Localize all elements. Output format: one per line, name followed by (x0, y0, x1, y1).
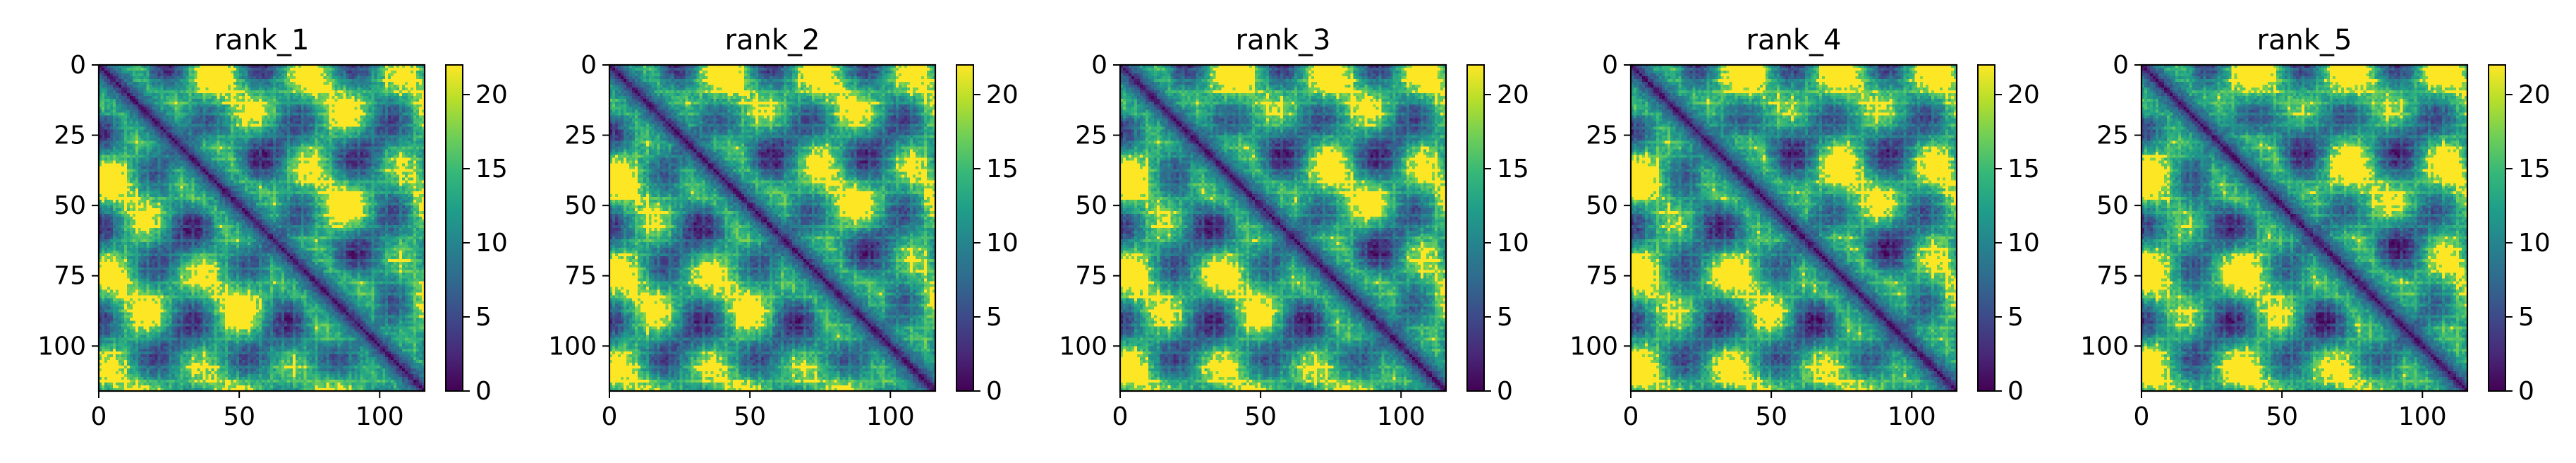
colorbar-frame (956, 64, 974, 392)
y-tick-label: 100 (548, 332, 597, 361)
y-tick-label: 100 (37, 332, 86, 361)
colorbar-frame (445, 64, 463, 392)
heatmap-image (2141, 65, 2467, 391)
colorbar (1467, 65, 1484, 391)
colorbar-frame (1466, 64, 1485, 392)
colorbar-tick-label: 0 (2518, 377, 2534, 406)
x-tick-label: 0 (1112, 402, 1129, 431)
y-tick-label: 0 (1602, 51, 1618, 80)
heatmap-panel-3: rank_3 0 50 100 0 25 50 75 100 0 5 10 15 20 (1059, 24, 1529, 431)
x-tick-label: 50 (1244, 402, 1277, 431)
colorbar (956, 65, 973, 391)
plot-frame (2140, 64, 2469, 392)
x-tick-label: 0 (1623, 402, 1639, 431)
y-tick-label: 50 (54, 191, 86, 220)
y-tick-label: 25 (1075, 121, 1107, 150)
colorbar-tick-label: 10 (2518, 229, 2551, 258)
y-tick-label: 0 (1091, 51, 1107, 80)
colorbar-frame (1977, 64, 1995, 392)
colorbar-tick-label: 5 (475, 303, 492, 332)
colorbar-tick-label: 20 (2007, 80, 2040, 109)
panel-title: rank_2 (725, 24, 820, 56)
x-tick-label: 100 (866, 402, 915, 431)
colorbar-tick-label: 20 (475, 80, 508, 109)
colorbar-tick-label: 15 (2007, 155, 2040, 184)
y-tick-label: 100 (1569, 332, 1618, 361)
colorbar-tick-label: 15 (2518, 155, 2551, 184)
heatmap-image (609, 65, 935, 391)
y-tick-label: 25 (564, 121, 597, 150)
colorbar (1978, 65, 1995, 391)
plot-frame (97, 64, 426, 392)
x-tick-label: 50 (2266, 402, 2298, 431)
x-tick-label: 100 (1377, 402, 1426, 431)
y-tick-label: 50 (1075, 191, 1107, 220)
heatmap-panel-4: rank_4 0 50 100 0 25 50 75 100 0 5 10 15 20 (1569, 24, 2040, 431)
y-tick-label: 75 (54, 262, 86, 291)
panel-title: rank_4 (1746, 24, 1842, 56)
colorbar-tick-label: 20 (2518, 80, 2551, 109)
y-tick-label: 75 (1586, 262, 1618, 291)
colorbar-tick-label: 15 (986, 155, 1019, 184)
panel-title: rank_5 (2257, 24, 2352, 56)
colorbar-tick-label: 0 (1497, 377, 1513, 406)
panel-title: rank_3 (1236, 24, 1331, 56)
y-tick-label: 0 (581, 51, 597, 80)
colorbar-tick-label: 5 (1497, 303, 1513, 332)
heatmap-panel-2: rank_2 0 50 100 0 25 50 75 100 0 5 10 15 20 (548, 24, 1019, 431)
y-tick-label: 0 (70, 51, 86, 80)
colorbar (446, 65, 463, 391)
plot-frame (1629, 64, 1958, 392)
plot-frame (608, 64, 937, 392)
colorbar-tick-label: 10 (2007, 229, 2040, 258)
y-tick-label: 25 (1586, 121, 1618, 150)
colorbar-tick-label: 5 (986, 303, 1002, 332)
colorbar (2489, 65, 2505, 391)
plot-frame (1119, 64, 1447, 392)
colorbar-tick-label: 5 (2518, 303, 2534, 332)
colorbar-tick-label: 10 (475, 229, 508, 258)
colorbar-tick-label: 0 (2007, 377, 2024, 406)
colorbar-tick-label: 5 (2007, 303, 2024, 332)
x-tick-label: 50 (734, 402, 766, 431)
x-tick-label: 50 (223, 402, 255, 431)
heatmap-panel-5: rank_5 0 50 100 0 25 50 75 100 0 5 10 15 20 (2080, 24, 2551, 431)
y-tick-label: 75 (564, 262, 597, 291)
colorbar-tick-label: 20 (1497, 80, 1529, 109)
x-tick-label: 100 (356, 402, 404, 431)
y-tick-label: 25 (2096, 121, 2129, 150)
x-tick-label: 0 (2134, 402, 2150, 431)
colorbar-tick-label: 10 (1497, 229, 1529, 258)
y-tick-label: 100 (1059, 332, 1107, 361)
y-tick-label: 75 (1075, 262, 1107, 291)
y-tick-label: 25 (54, 121, 86, 150)
colorbar-tick-label: 20 (986, 80, 1019, 109)
colorbar-tick-label: 15 (475, 155, 508, 184)
heatmap-image (1631, 65, 1957, 391)
heatmap-image (1120, 65, 1446, 391)
panel-title: rank_1 (214, 24, 310, 56)
y-tick-label: 0 (2113, 51, 2129, 80)
colorbar-tick-label: 0 (475, 377, 492, 406)
colorbar-tick-label: 0 (986, 377, 1002, 406)
y-tick-label: 50 (1586, 191, 1618, 220)
y-tick-label: 75 (2096, 262, 2129, 291)
heatmap-panel-1: rank_1 0 50 100 0 25 50 75 100 0 5 10 15 20 (37, 24, 508, 431)
x-tick-label: 0 (91, 402, 107, 431)
y-tick-label: 50 (564, 191, 597, 220)
colorbar-tick-label: 15 (1497, 155, 1529, 184)
colorbar-tick-label: 10 (986, 229, 1019, 258)
y-tick-label: 100 (2080, 332, 2129, 361)
colorbar-frame (2488, 64, 2506, 392)
x-tick-label: 0 (602, 402, 618, 431)
x-tick-label: 100 (1888, 402, 1936, 431)
y-tick-label: 50 (2096, 191, 2129, 220)
heatmap-image (99, 65, 425, 391)
x-tick-label: 50 (1755, 402, 1787, 431)
x-tick-label: 100 (2398, 402, 2447, 431)
